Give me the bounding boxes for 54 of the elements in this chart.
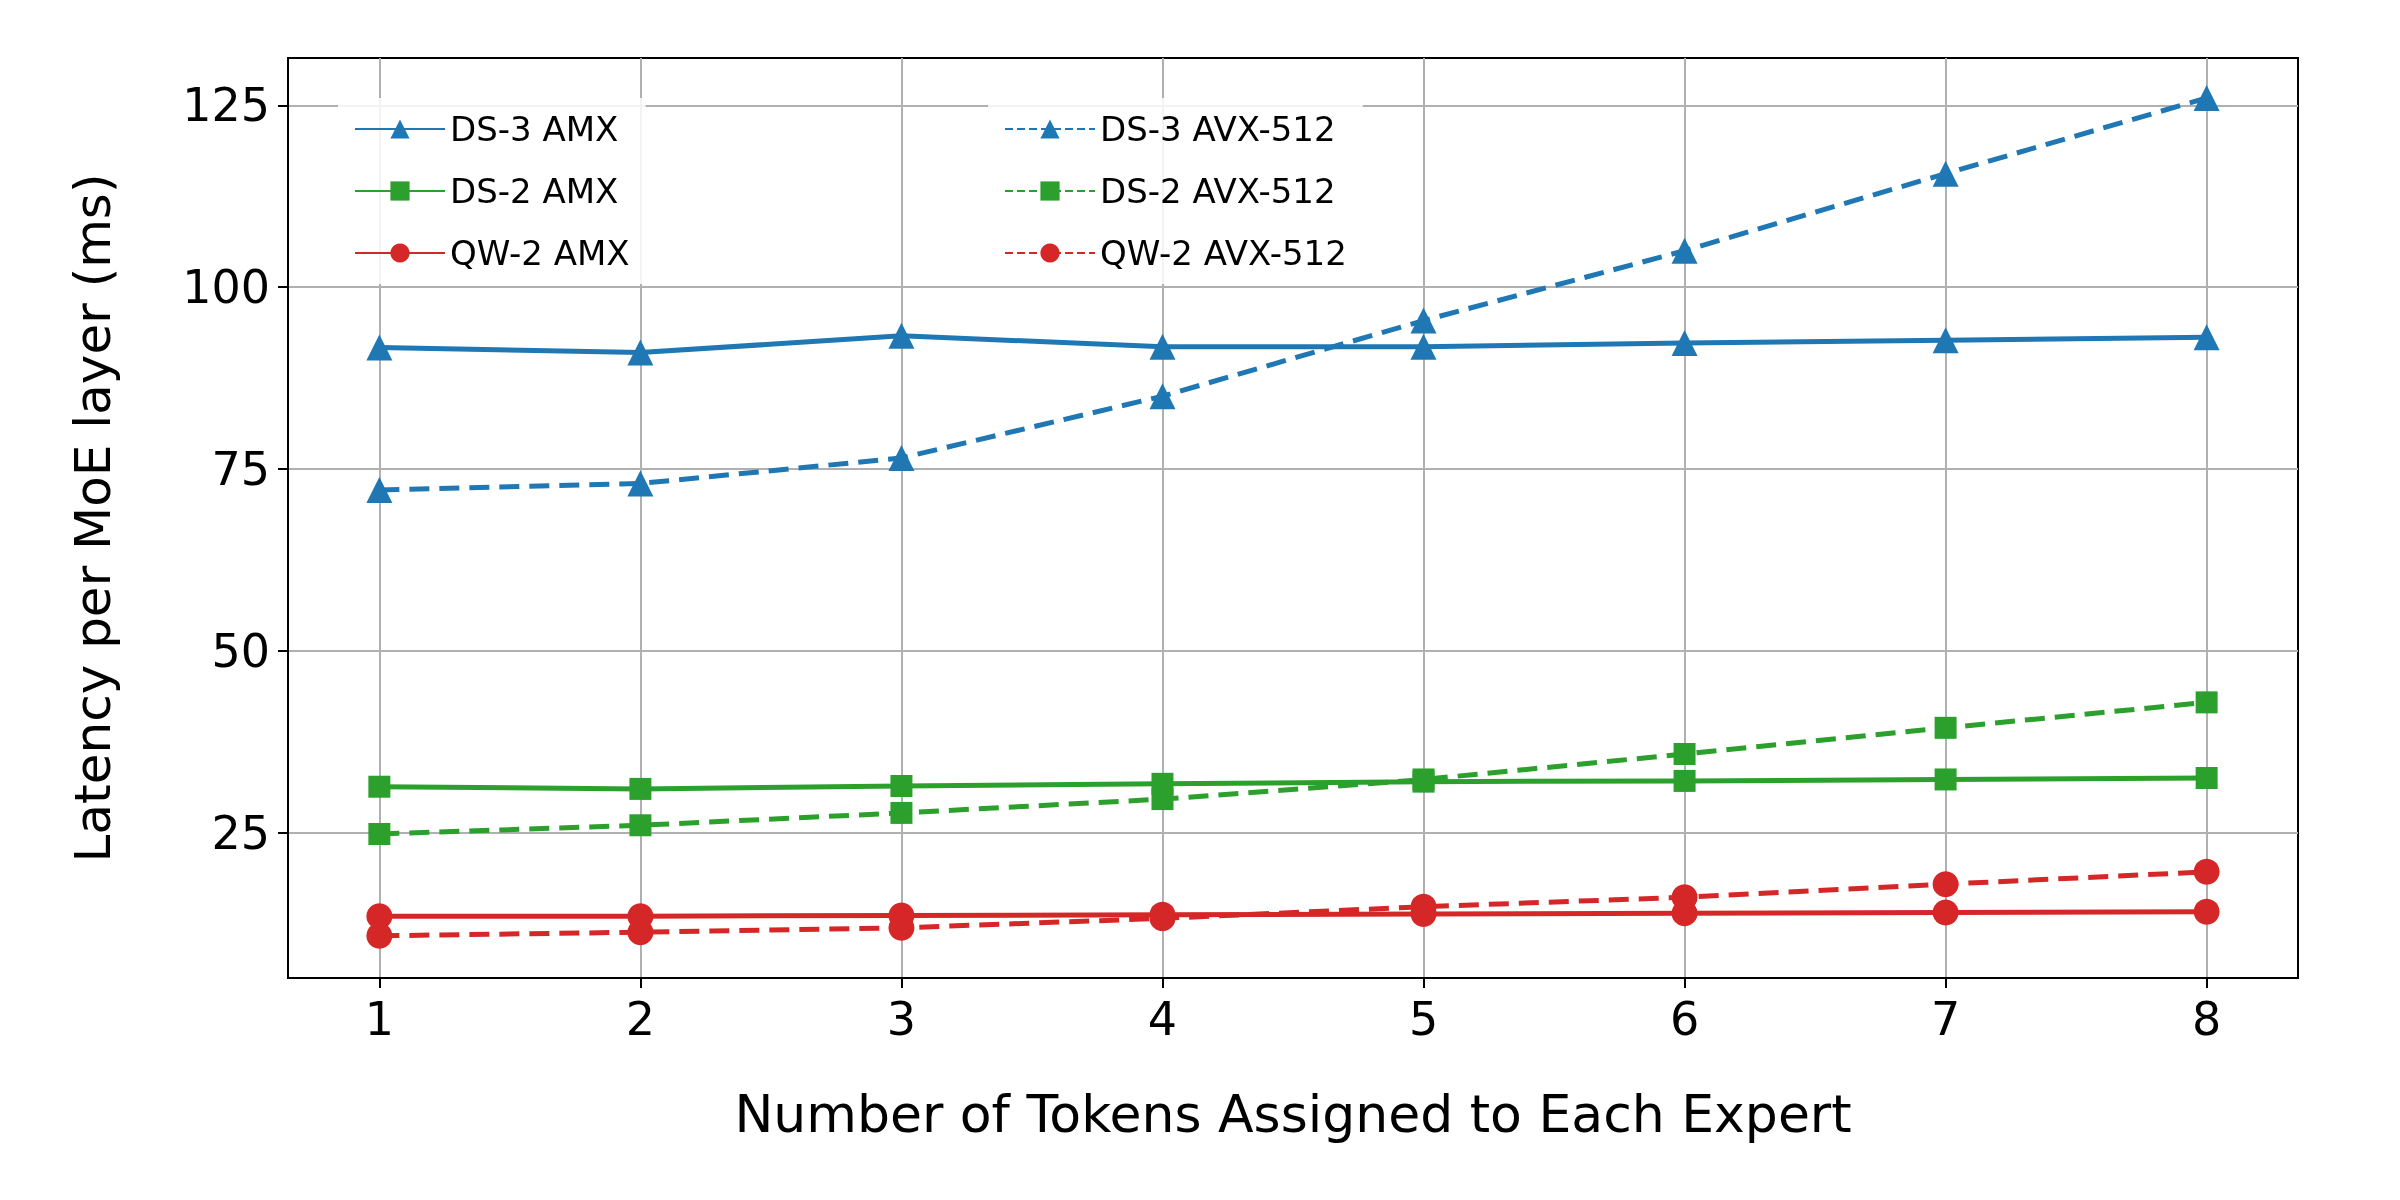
point <box>1151 788 1174 811</box>
x-tick-label: 6 <box>1669 992 1700 1046</box>
y-tick-label: 75 <box>211 441 270 496</box>
point <box>2193 898 2220 925</box>
point <box>1149 333 1176 360</box>
point <box>888 445 915 471</box>
legend-label: DS-3 AMX <box>450 109 619 149</box>
point <box>1932 160 1959 187</box>
point <box>2195 691 2218 714</box>
y-tick-label: 25 <box>211 805 270 860</box>
legend-label: DS-3 AVX-512 <box>1100 109 1336 149</box>
point <box>368 823 391 845</box>
point <box>1671 330 1698 357</box>
point <box>368 775 391 798</box>
point <box>1673 743 1696 765</box>
point <box>1934 768 1957 791</box>
y-tick-label: 50 <box>211 623 270 678</box>
legend-label: QW-2 AVX-512 <box>1100 233 1347 273</box>
point <box>1410 333 1437 360</box>
point <box>629 814 652 837</box>
point <box>627 470 654 497</box>
point <box>890 775 913 797</box>
point <box>1932 871 1959 898</box>
legend-label: DS-2 AMX <box>450 171 619 211</box>
point <box>1932 899 1959 926</box>
x-tick-label: 1 <box>364 992 394 1046</box>
y-tick-label: 125 <box>182 78 270 133</box>
point <box>1934 716 1957 739</box>
point <box>366 477 393 503</box>
x-axis-title: Number of Tokens Assigned to Each Expert <box>734 1084 1852 1144</box>
x-tick-label: 8 <box>2192 992 2222 1046</box>
point <box>888 322 915 349</box>
point <box>2193 858 2220 885</box>
x-tick-label: 3 <box>886 992 917 1046</box>
point <box>1673 769 1696 792</box>
point <box>2193 85 2220 111</box>
point <box>1410 307 1437 334</box>
point <box>629 777 652 800</box>
x-tick-label: 7 <box>1930 992 1961 1046</box>
point <box>2193 324 2220 351</box>
x-tick-label: 5 <box>1408 992 1439 1046</box>
point <box>2195 767 2218 789</box>
point <box>1671 237 1698 264</box>
legend-label: DS-2 AVX-512 <box>1100 171 1336 211</box>
point <box>627 339 654 366</box>
x-tick-label: 2 <box>625 992 656 1046</box>
y-axis-title: Latency per MoE layer (ms) <box>64 173 122 863</box>
point <box>1149 383 1176 410</box>
point <box>1932 327 1959 354</box>
legend-label: QW-2 AMX <box>450 233 630 273</box>
x-tick-label: 4 <box>1147 992 1178 1046</box>
point <box>366 334 393 361</box>
y-tick-label: 100 <box>182 260 270 315</box>
point <box>890 801 913 824</box>
